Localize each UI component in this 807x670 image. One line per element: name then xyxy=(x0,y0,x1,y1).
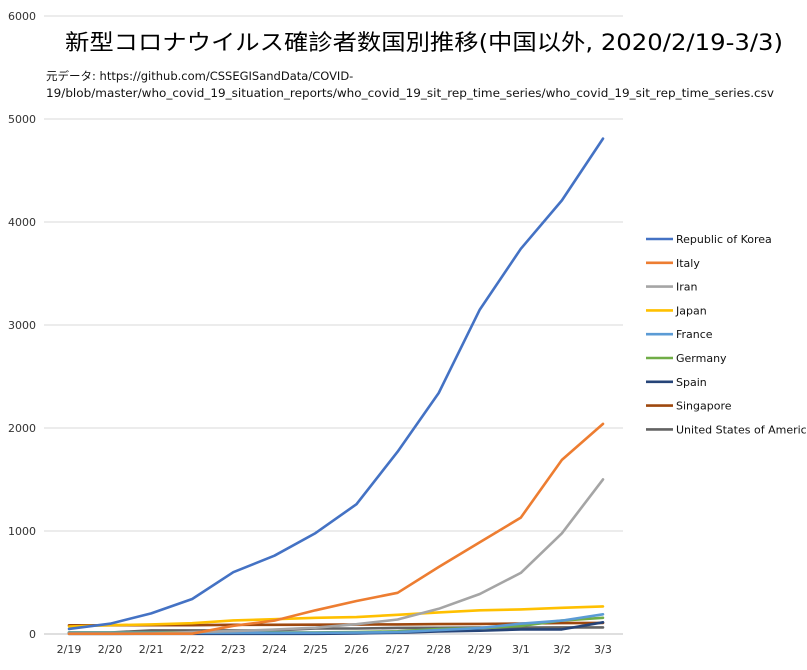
legend-label: Singapore xyxy=(676,400,732,413)
y-tick-label: 4000 xyxy=(8,216,36,229)
x-tick-label: 2/28 xyxy=(426,643,451,656)
x-tick-label: 3/3 xyxy=(594,643,612,656)
series-line-united-states-of-america xyxy=(67,626,605,634)
y-tick-label: 5000 xyxy=(8,113,36,126)
x-tick-label: 2/29 xyxy=(467,643,492,656)
legend: Republic of Korea Italy Iran Japan France Ger… xyxy=(646,233,807,436)
y-tick-label: 0 xyxy=(29,628,36,641)
series-line-italy xyxy=(67,422,605,636)
y-tick-label: 3000 xyxy=(8,319,36,332)
chart-title: 新型コロナウイルス確診者数国別推移(中国以外, 2020/2/19-3/3) xyxy=(65,31,783,56)
y-axis-tick-labels: 0 1000 2000 3000 4000 5000 6000 xyxy=(8,10,36,641)
chart-subtitle-line-2: 19/blob/master/who_covid_19_situation_re… xyxy=(46,86,774,100)
y-tick-label: 1000 xyxy=(8,525,36,538)
series-line-iran xyxy=(67,478,605,636)
series-line-republic-of-korea xyxy=(67,137,605,631)
x-tick-label: 2/26 xyxy=(344,643,369,656)
x-tick-label: 2/21 xyxy=(139,643,164,656)
legend-label: Spain xyxy=(676,376,707,389)
series-lines xyxy=(67,137,605,636)
x-tick-label: 2/20 xyxy=(98,643,123,656)
x-tick-label: 3/1 xyxy=(512,643,530,656)
x-tick-label: 2/27 xyxy=(385,643,410,656)
x-tick-label: 2/22 xyxy=(180,643,205,656)
legend-label: United States of America xyxy=(676,423,807,436)
x-tick-label: 3/2 xyxy=(553,643,571,656)
series-line-japan xyxy=(67,605,605,628)
grid-lines xyxy=(44,15,623,532)
legend-label: Republic of Korea xyxy=(676,233,772,246)
legend-label: Germany xyxy=(676,352,727,365)
x-tick-label: 2/19 xyxy=(57,643,82,656)
x-tick-label: 2/23 xyxy=(221,643,246,656)
y-tick-label: 6000 xyxy=(8,10,36,23)
x-axis-tick-labels: 2/19 2/20 2/21 2/22 2/23 2/24 2/25 2/26 2/27 2/28… xyxy=(57,643,612,656)
x-tick-label: 2/25 xyxy=(303,643,328,656)
y-tick-label: 2000 xyxy=(8,422,36,435)
legend-label: Italy xyxy=(676,257,700,270)
chart-subtitle-line-1: 元データ: https://github.com/CSSEGISandData/… xyxy=(46,69,353,83)
legend-label: France xyxy=(676,328,713,341)
legend-label: Japan xyxy=(675,304,707,317)
x-tick-label: 2/24 xyxy=(262,643,287,656)
legend-label: Iran xyxy=(676,281,698,294)
